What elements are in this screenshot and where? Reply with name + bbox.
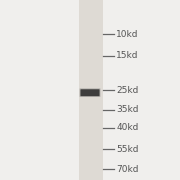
Bar	[79, 0, 103, 180]
Text: 70kd: 70kd	[116, 165, 139, 174]
Text: 55kd: 55kd	[116, 145, 139, 154]
Text: 15kd: 15kd	[116, 51, 139, 60]
Text: 40kd: 40kd	[116, 123, 138, 132]
Text: 35kd: 35kd	[116, 105, 139, 114]
Text: 25kd: 25kd	[116, 86, 138, 94]
FancyBboxPatch shape	[80, 89, 100, 96]
Text: 10kd: 10kd	[116, 30, 139, 39]
FancyBboxPatch shape	[80, 88, 100, 97]
